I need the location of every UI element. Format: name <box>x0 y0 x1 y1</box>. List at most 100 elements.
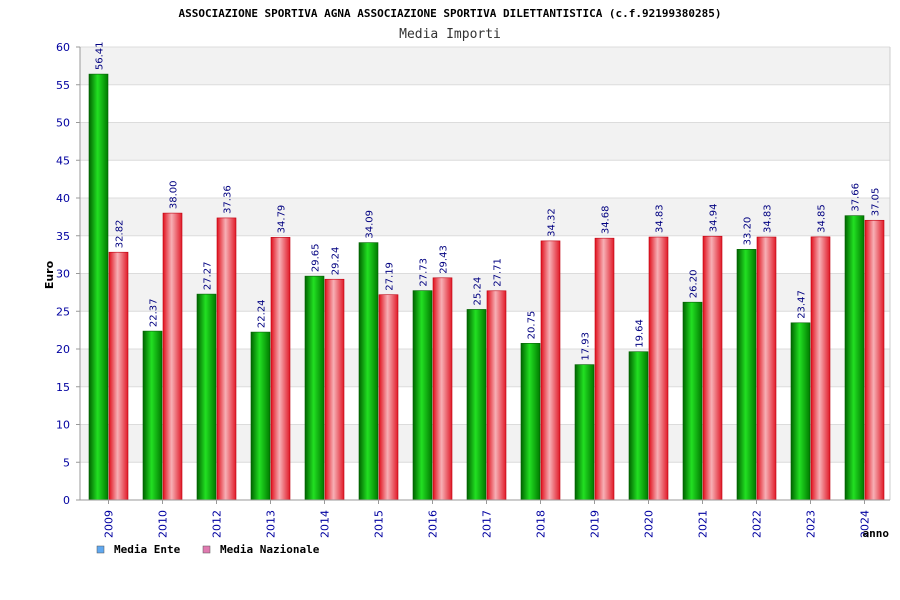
data-label-ente: 34.09 <box>365 210 376 239</box>
grid-band <box>80 47 890 85</box>
y-tick-label: 10 <box>56 419 70 432</box>
y-tick-label: 60 <box>56 41 70 54</box>
x-tick-label: 2024 <box>859 510 872 538</box>
x-tick-label: 2022 <box>751 510 764 538</box>
x-tick-label: 2017 <box>481 510 494 538</box>
data-label-nazionale: 29.24 <box>331 247 342 276</box>
y-tick-label: 5 <box>63 456 70 469</box>
x-tick-label: 2012 <box>211 510 224 538</box>
data-label-nazionale: 27.71 <box>493 258 504 287</box>
bar-ente <box>466 309 487 501</box>
bar-nazionale <box>162 212 183 501</box>
bar-nazionale <box>594 237 615 501</box>
bar-ente <box>412 290 433 501</box>
y-axis-label: Euro <box>43 260 56 289</box>
data-label-nazionale: 37.36 <box>223 185 234 214</box>
x-tick-label: 2010 <box>157 510 170 538</box>
bar-nazionale <box>864 219 885 501</box>
bar-ente <box>844 215 865 501</box>
bar-nazionale <box>270 237 291 501</box>
bar-nazionale <box>540 240 561 501</box>
bar-ente <box>520 343 541 501</box>
legend-label-ente: Media Ente <box>114 543 181 556</box>
grid-band <box>80 198 890 236</box>
x-tick-label: 2013 <box>265 510 278 538</box>
data-label-nazionale: 34.85 <box>817 204 828 233</box>
data-label-ente: 20.75 <box>527 311 538 340</box>
y-tick-label: 55 <box>56 79 70 92</box>
y-tick-label: 45 <box>56 154 70 167</box>
bars <box>88 73 885 501</box>
bar-nazionale <box>216 217 237 501</box>
y-tick-label: 15 <box>56 381 70 394</box>
y-axis: 0 5 10 15 20 25 30 35 40 45 50 55 60 <box>56 41 81 507</box>
bar-nazionale <box>702 235 723 501</box>
data-label-ente: 26.20 <box>689 270 700 299</box>
bar-nazionale <box>432 277 453 501</box>
bar-nazionale <box>324 278 345 501</box>
data-label-nazionale: 38.00 <box>169 180 180 209</box>
x-axis-label: anno <box>863 527 890 540</box>
data-label-nazionale: 27.19 <box>385 262 396 291</box>
data-label-nazionale: 32.82 <box>115 220 126 249</box>
data-label-nazionale: 34.94 <box>709 204 720 233</box>
data-label-ente: 23.47 <box>797 290 808 319</box>
bar-ente <box>142 330 163 501</box>
data-label-ente: 22.37 <box>149 298 160 327</box>
x-axis: 2009 2010 2012 2013 2014 2015 2016 2017 2018 2019… <box>80 499 890 538</box>
data-label-ente: 56.41 <box>95 41 106 70</box>
bar-ente <box>574 364 595 501</box>
legend-swatch-ente <box>96 545 105 554</box>
y-tick-label: 40 <box>56 192 70 205</box>
bar-ente <box>196 293 217 501</box>
bar-ente <box>250 331 271 501</box>
y-tick-label: 0 <box>63 494 70 507</box>
data-label-ente: 17.93 <box>581 332 592 361</box>
grid-band <box>80 84 890 123</box>
data-label-nazionale: 29.43 <box>439 245 450 274</box>
data-label-nazionale: 34.32 <box>547 208 558 237</box>
data-label-nazionale: 34.83 <box>763 204 774 233</box>
data-label-ente: 27.73 <box>419 258 430 287</box>
bar-nazionale <box>756 236 777 501</box>
bar-ente <box>790 322 811 501</box>
bar-nazionale <box>648 236 669 501</box>
bar-ente <box>682 301 703 501</box>
data-label-ente: 33.20 <box>743 217 754 246</box>
data-label-ente: 25.24 <box>473 277 484 306</box>
x-tick-label: 2019 <box>589 510 602 538</box>
data-label-ente: 27.27 <box>203 261 214 290</box>
bar-nazionale <box>108 251 129 501</box>
bar-ente <box>628 351 649 501</box>
chart-subtitle: Media Importi <box>399 27 501 42</box>
y-tick-label: 50 <box>56 117 70 130</box>
x-tick-label: 2009 <box>103 510 116 538</box>
data-label-ente: 29.65 <box>311 244 322 273</box>
y-tick-label: 35 <box>56 230 70 243</box>
data-label-nazionale: 34.79 <box>277 205 288 234</box>
data-label-nazionale: 37.05 <box>871 188 882 217</box>
grid-band <box>80 122 890 161</box>
data-label-nazionale: 34.68 <box>601 206 612 235</box>
chart-title: ASSOCIAZIONE SPORTIVA AGNA ASSOCIAZIONE … <box>178 7 721 20</box>
data-label-ente: 37.66 <box>851 183 862 212</box>
x-tick-label: 2014 <box>319 510 332 538</box>
data-labels: 56.41 32.82 22.37 38.00 27.27 37.36 22.24 34.79… <box>95 41 882 360</box>
y-tick-label: 30 <box>56 268 70 281</box>
data-label-ente: 19.64 <box>635 319 646 348</box>
data-label-ente: 22.24 <box>257 299 268 328</box>
legend-label-nazionale: Media Nazionale <box>220 543 320 556</box>
data-label-nazionale: 34.83 <box>655 204 666 233</box>
bar-ente <box>88 73 109 501</box>
y-tick-label: 25 <box>56 305 70 318</box>
legend: Media Ente Media Nazionale <box>96 543 320 556</box>
y-tick-label: 20 <box>56 343 70 356</box>
x-tick-label: 2021 <box>697 510 710 538</box>
x-tick-label: 2020 <box>643 510 656 538</box>
bar-ente <box>358 242 379 501</box>
legend-swatch-nazionale <box>202 545 211 554</box>
bar-nazionale <box>378 294 399 501</box>
bar-nazionale <box>486 290 507 501</box>
bar-ente <box>736 249 757 501</box>
